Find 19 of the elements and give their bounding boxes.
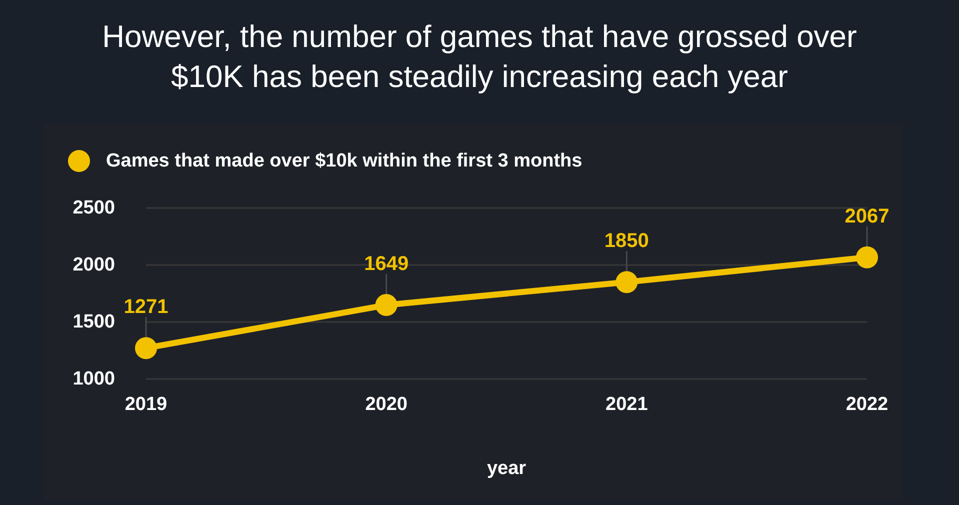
data-label: 1649 xyxy=(364,253,409,276)
legend-label: Games that made over $10k within the first 3 months xyxy=(106,150,582,172)
x-tick-label: 2022 xyxy=(846,394,888,415)
point xyxy=(616,271,638,294)
point xyxy=(375,294,398,316)
data-label: 2067 xyxy=(844,205,890,228)
y-tick-label: 1500 xyxy=(72,312,115,332)
y-tick-label: 1000 xyxy=(72,368,115,390)
data-label: 1271 xyxy=(124,296,168,318)
x-tick-label: 2019 xyxy=(124,394,168,415)
y-tick-label: 2500 xyxy=(72,198,115,218)
chart-title: However, the number of games that have grossed over $10K has been steadily increasing each year xyxy=(101,18,858,96)
x-tick-label: 2020 xyxy=(365,394,408,415)
x-axis-title: year xyxy=(486,458,527,479)
data-label: 1850 xyxy=(604,230,649,252)
point xyxy=(856,246,878,268)
point xyxy=(135,337,157,360)
y-tick-label: 2000 xyxy=(72,254,115,276)
x-tick-label: 2021 xyxy=(606,394,648,415)
